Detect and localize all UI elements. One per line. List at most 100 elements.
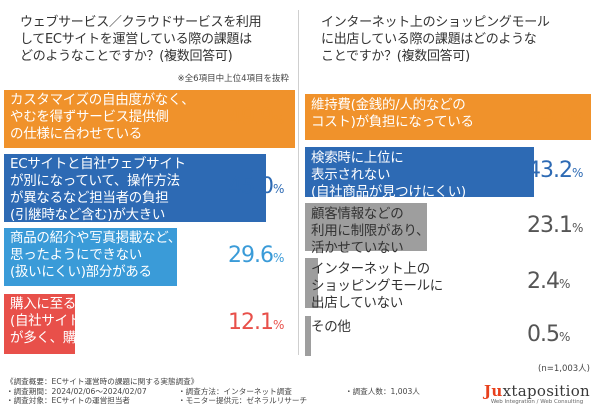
question-line: ことですか？(複数回答可) xyxy=(321,49,470,64)
data-label: 29.6% xyxy=(228,243,284,268)
bar-row: 商品の紹介や写真掲載など、 思ったようにできない (扱いにくい)部分がある 29.6% xyxy=(4,228,295,286)
bar-label: 検索時に上位に 表示されない (自社商品が見つけにくい) xyxy=(311,150,466,201)
survey-method: ・調査方法：インターネット調査 xyxy=(178,387,292,396)
data-label: 23.1% xyxy=(527,213,583,238)
question-line: インターネット上のショッピングモール xyxy=(321,15,550,30)
bar-label-line: ECサイトと自社ウェブサイト xyxy=(10,156,186,172)
data-label: 12.1% xyxy=(228,310,284,335)
bar-label-line: カスタマイズの自由度がなく、 xyxy=(10,92,195,108)
bar-label: 維持費(金銭的/人的などの コスト)が負担になっている xyxy=(311,97,474,131)
data-unit: % xyxy=(571,166,584,180)
question-line: に出店している際の課題はどのような xyxy=(321,32,537,47)
data-label: 43.2% xyxy=(527,158,583,183)
bar-label: カスタマイズの自由度がなく、 やむを得ずサービス提供側 の仕様に合わせている xyxy=(10,92,195,143)
bar-row: 購入に至るまでのステップ (自社サイト→ECサイト→注文など) が多く、購入に結びつ… xyxy=(4,294,295,354)
bar-label-line: 購入に至るまでのステップ xyxy=(10,296,169,312)
bar-label-line: (自社商品が見つけにくい) xyxy=(311,184,466,200)
bar-label-line: インターネット上の xyxy=(311,261,430,277)
bar xyxy=(4,154,267,222)
bar xyxy=(305,203,428,251)
bar-label: 商品の紹介や写真掲載など、 思ったようにできない (扱いにくい)部分がある xyxy=(10,230,181,281)
bar-row: インターネット上の ショッピングモールに 出店していない 2.4% xyxy=(305,258,591,311)
bar-label: その他 xyxy=(311,319,351,336)
bar xyxy=(4,294,75,354)
bar-label-line: やむを得ずサービス提供側 xyxy=(10,109,169,125)
bar-label: 購入に至るまでのステップ (自社サイト→ECサイト→注文など) が多く、購入に結びつ… xyxy=(10,296,218,347)
data-value: 23.1 xyxy=(527,213,573,238)
bar-label-line: 顧客情報などの xyxy=(311,206,404,222)
survey-footer: 《調査概要：ECサイト運営時の課題に関する実態調査》 ・調査期間：2024/02… xyxy=(6,377,198,406)
extract-note: ※全6項目中上位4項目を抜粋 xyxy=(177,74,289,84)
bar-label-line: の仕様に合わせている xyxy=(10,126,142,142)
bar-label-line: (自社サイト→ECサイト→注文など) xyxy=(10,313,218,329)
data-value: 49.9 xyxy=(228,105,274,130)
bar-row: カスタマイズの自由度がなく、 やむを得ずサービス提供側 の仕様に合わせている 49.9… xyxy=(4,90,295,148)
bar-label: インターネット上の ショッピングモールに 出店していない xyxy=(311,261,443,312)
bar-label-line: コスト)が負担になっている xyxy=(311,114,474,130)
logo-subtitle: Web Integration / Web Consulting xyxy=(490,399,584,405)
data-label: 54.0% xyxy=(527,103,583,128)
bar-label: 顧客情報などの 利用に制限があり、 活かせていない xyxy=(311,206,430,257)
bar-label-line: 思ったようにできない xyxy=(10,247,142,263)
bar-label-line: 維持費(金銭的/人的などの xyxy=(311,97,466,113)
bar-row: 維持費(金銭的/人的などの コスト)が負担になっている 54.0% xyxy=(305,94,591,140)
bar-label: ECサイトと自社ウェブサイト が別になっていて、操作方法 が異なるなど担当者の負担(… xyxy=(10,156,186,224)
data-value: 0.5 xyxy=(527,322,560,347)
survey-target: ・調査対象：ECサイトの運営担当者 xyxy=(6,396,131,405)
bar-label-line: が別になっていて、操作方法 xyxy=(10,173,180,189)
bar-label-line: 検索時に上位に xyxy=(311,150,404,166)
data-label: 49.9% xyxy=(228,105,284,130)
data-value: 54.0 xyxy=(527,103,573,128)
bar-label-line: が多く、購入に結びつきにくい xyxy=(10,330,195,346)
bar-label-line: 出店していない xyxy=(311,295,403,311)
data-value: 45.0 xyxy=(228,174,274,199)
data-unit: % xyxy=(272,251,285,265)
data-label: 0.5% xyxy=(527,322,570,347)
question-line: ウェブサービス／クラウドサービスを利用 xyxy=(20,15,262,30)
logo-mark-b: xtaposition xyxy=(502,382,590,400)
right-question: インターネット上のショッピングモール に出店している際の課題はどのような ことで… xyxy=(321,14,550,65)
survey-count: ・調査人数：1,003人 xyxy=(345,387,420,396)
question-line: してECサイトを運営している際の課題は xyxy=(20,32,252,47)
bar-row: ECサイトと自社ウェブサイト が別になっていて、操作方法 が異なるなど担当者の負担(… xyxy=(4,154,295,224)
sample-size-note: (n=1,003人) xyxy=(538,364,590,374)
bar xyxy=(305,258,318,308)
bar-label-line: (扱いにくい)部分がある xyxy=(10,264,152,280)
survey-monitor: ・モニター提供元：ゼネラルリサーチ xyxy=(178,396,308,405)
data-unit: % xyxy=(559,277,571,291)
data-unit: % xyxy=(272,113,285,127)
data-value: 12.1 xyxy=(228,310,274,335)
data-unit: % xyxy=(272,318,285,332)
data-label: 45.0% xyxy=(228,174,284,199)
survey-title: 《調査概要：ECサイト運営時の課題に関する実態調査》 xyxy=(6,377,199,386)
bar xyxy=(305,94,591,140)
bar-row: その他 0.5% xyxy=(305,316,591,356)
data-value: 2.4 xyxy=(527,269,560,294)
data-value: 29.6 xyxy=(228,243,274,268)
juxtaposition-logo: Juxtaposition Web Integration / Web Cons… xyxy=(484,382,590,405)
bar-row: 顧客情報などの 利用に制限があり、 活かせていない 23.1% xyxy=(305,203,591,256)
bar-label-line: 商品の紹介や写真掲載など、 xyxy=(10,230,181,246)
data-label: 2.4% xyxy=(527,269,570,294)
bar xyxy=(4,228,177,286)
data-unit: % xyxy=(571,111,584,125)
data-unit: % xyxy=(272,182,285,196)
data-unit: % xyxy=(571,221,584,235)
bar-label-line: (引継時など含む)が大きい xyxy=(10,207,166,223)
left-question: ウェブサービス／クラウドサービスを利用 してECサイトを運営している際の課題は … xyxy=(20,14,262,65)
data-value: 43.2 xyxy=(527,158,573,183)
data-unit: % xyxy=(559,330,571,344)
logo-mark-a: Ju xyxy=(484,382,503,400)
survey-period: ・調査期間：2024/02/06〜2024/02/07 xyxy=(6,386,147,396)
bar-label-line: その他 xyxy=(311,319,351,335)
bar-row: 検索時に上位に 表示されない (自社商品が見つけにくい) 43.2% xyxy=(305,147,591,200)
left-chart-panel: ウェブサービス／クラウドサービスを利用 してECサイトを運営している際の課題は … xyxy=(4,6,295,364)
panel-divider xyxy=(298,10,299,355)
bar xyxy=(4,90,295,148)
bar-label-line: ショッピングモールに xyxy=(311,278,443,294)
bar-label-line: 活かせていない xyxy=(311,240,404,256)
bar-label-line: が異なるなど担当者の負担 xyxy=(10,190,169,206)
bar xyxy=(305,147,534,197)
right-chart-panel: インターネット上のショッピングモール に出店している際の課題はどのような ことで… xyxy=(305,6,596,364)
bar-label-line: 利用に制限があり、 xyxy=(311,223,430,239)
